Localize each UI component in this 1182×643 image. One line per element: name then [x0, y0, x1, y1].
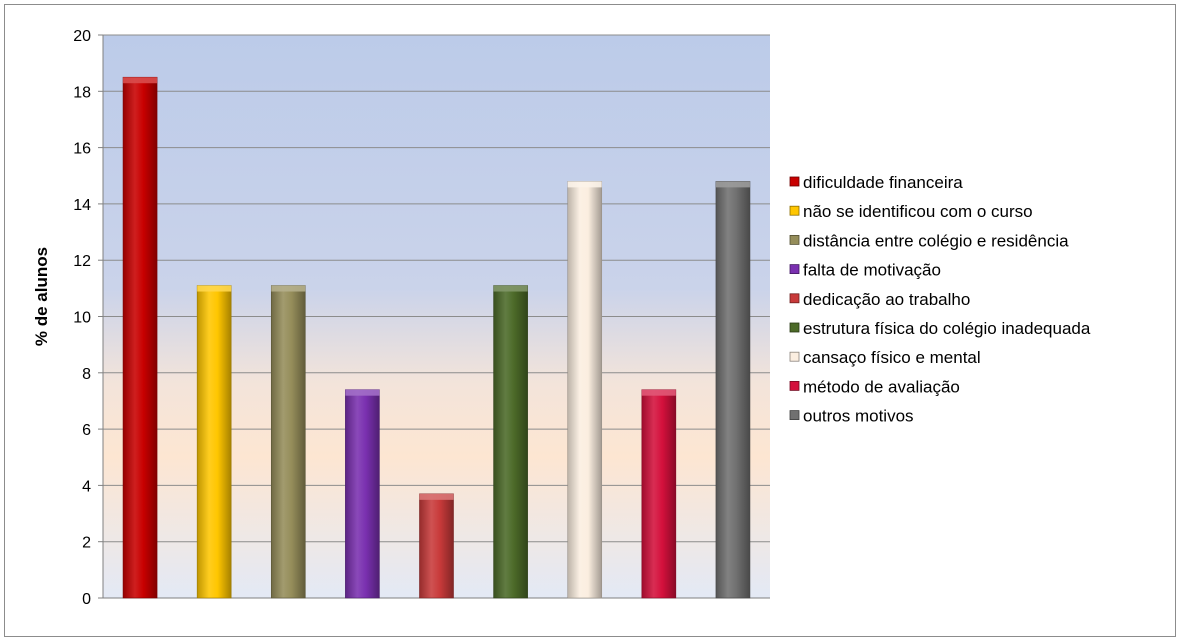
bars [122, 76, 751, 599]
y-tick-label: 2 [82, 535, 91, 552]
legend-swatch [789, 205, 800, 216]
y-tick-label: 0 [82, 591, 91, 608]
legend-label: estrutura física do colégio inadequada [803, 319, 1091, 338]
y-axis-label: % de alunos [32, 247, 51, 346]
bar-5 [419, 493, 454, 599]
y-axis: 0 2 4 6 8 10 12 14 16 18 20 [73, 28, 104, 608]
legend-swatch [789, 380, 800, 391]
legend-label: não se identificou com o curso [803, 202, 1033, 221]
bar-cap [641, 389, 676, 396]
legend-swatch [789, 293, 800, 304]
bar-cap [493, 285, 528, 292]
legend-item: distância entre colégio e residência [789, 231, 1069, 250]
legend-label: cansaço físico e mental [803, 348, 981, 367]
bar-2 [196, 285, 232, 599]
bar-cap [419, 493, 454, 500]
bar-cap [271, 285, 306, 292]
legend-label: outros motivos [803, 407, 914, 426]
legend-swatch [789, 351, 800, 362]
legend-item: outros motivos [789, 407, 914, 426]
bar-cap [715, 181, 750, 188]
legend-label: dedicação ao trabalho [803, 290, 970, 309]
y-tick-label: 6 [82, 422, 91, 439]
legend-swatch [789, 176, 800, 187]
bar-9 [715, 181, 751, 599]
y-tick-label: 8 [82, 366, 91, 383]
bar-3 [270, 285, 306, 599]
y-tick-label: 12 [73, 253, 91, 270]
bar-1 [122, 76, 158, 599]
legend-label: método de avaliação [803, 377, 960, 396]
bar-body [270, 285, 306, 599]
bar-cap [123, 77, 158, 84]
y-tick-label: 10 [73, 310, 91, 327]
legend: dificuldade financeira não se identificou… [789, 173, 1091, 426]
bar-body [641, 389, 677, 599]
legend-swatch [789, 410, 800, 421]
legend-item: não se identificou com o curso [789, 202, 1033, 221]
legend-swatch [789, 234, 800, 245]
legend-item: estrutura física do colégio inadequada [789, 319, 1091, 338]
y-tick-label: 20 [73, 28, 91, 45]
bar-body [345, 389, 380, 599]
y-tick-label: 4 [82, 478, 91, 495]
bar-body [419, 493, 454, 599]
legend-label: dificuldade financeira [803, 173, 963, 192]
bar-body [567, 181, 603, 599]
bar-7 [567, 181, 603, 599]
bar-body [715, 181, 751, 599]
bar-cap [567, 181, 602, 188]
y-tick-label: 16 [73, 141, 91, 158]
bar-body [493, 285, 528, 599]
bar-cap [197, 285, 232, 292]
bar-body [122, 76, 158, 599]
legend-swatch [789, 322, 800, 333]
legend-label: falta de motivação [803, 261, 941, 280]
legend-item: método de avaliação [789, 377, 960, 396]
y-tick-label: 14 [73, 197, 91, 214]
bar-cap [345, 389, 380, 396]
bar-8 [641, 389, 677, 599]
legend-label: distância entre colégio e residência [803, 231, 1069, 250]
bar-6 [493, 285, 528, 599]
bar-body [196, 285, 232, 599]
legend-swatch [789, 264, 800, 275]
y-tick-label: 18 [73, 84, 91, 101]
legend-item: dedicação ao trabalho [789, 290, 970, 309]
legend-item: falta de motivação [789, 261, 941, 280]
legend-item: dificuldade financeira [789, 173, 963, 192]
legend-item: cansaço físico e mental [789, 348, 981, 367]
bar-4 [345, 389, 380, 599]
